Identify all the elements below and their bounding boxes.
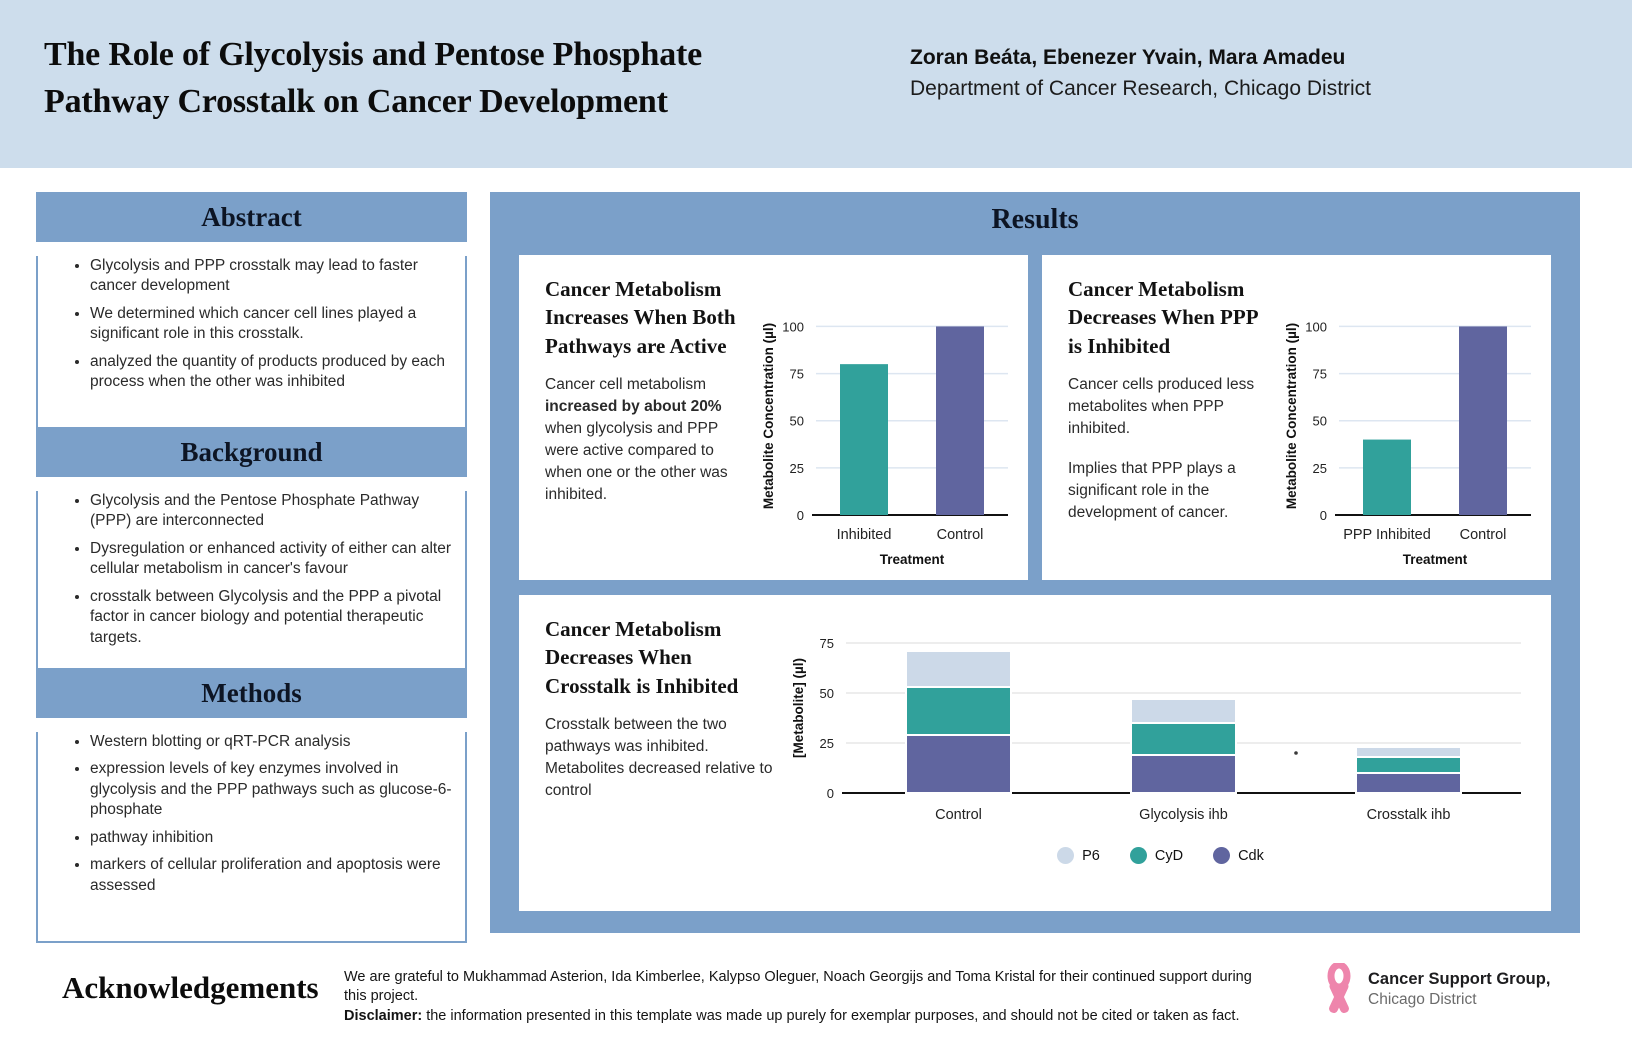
legend-item-cyd: CyD (1129, 847, 1184, 864)
bar-chart-both-pathways: 0 25 50 75 100 Inhibited Control Treatment Metab… (761, 319, 1008, 567)
svg-text:75: 75 (790, 367, 804, 382)
ack-line1: We are grateful to Mukhammad Asterion, I… (344, 969, 1252, 1005)
svg-text:Inhibited: Inhibited (837, 527, 892, 543)
bar-chart-ppp-inhibited: 0 25 50 75 100 PPP Inhibited Control Treatment M… (1284, 319, 1531, 567)
results-title: Results (991, 204, 1079, 235)
svg-text:75: 75 (1313, 367, 1327, 382)
authors: Zoran Beáta, Ebenezer Yvain, Mara Amadeu (910, 46, 1346, 69)
results-panel: Results Cancer Metabolism Increases When… (490, 192, 1580, 933)
card2-text-2: Implies that PPP plays a significant rol… (1068, 460, 1236, 522)
legend-label: Cdk (1238, 847, 1264, 864)
svg-text:0: 0 (827, 786, 834, 801)
bullet-item: expression levels of key enzymes involve… (90, 759, 465, 820)
section-abstract-title: Abstract (36, 192, 467, 242)
pink-ribbon-icon (1327, 963, 1351, 1013)
acknowledgements-title: Acknowledgements (62, 970, 319, 1005)
section-abstract-body: Glycolysis and PPP crosstalk may lead to… (36, 256, 467, 434)
svg-text:Treatment: Treatment (880, 552, 945, 567)
section-abstract: Abstract Glycolysis and PPP crosstalk ma… (36, 192, 467, 434)
bullet-item: Western blotting or qRT-PCR analysis (90, 732, 465, 752)
card2-title: Cancer Metabolism Decreases When PPP is … (1068, 277, 1258, 358)
background-list: Glycolysis and the Pentose Phosphate Pat… (38, 491, 465, 648)
section-background: Background Glycolysis and the Pentose Ph… (36, 427, 467, 684)
result-card-ppp-inhibited: Cancer Metabolism Decreases When PPP is … (1042, 255, 1551, 580)
svg-text:50: 50 (790, 414, 804, 429)
abstract-list: Glycolysis and PPP crosstalk may lead to… (38, 256, 465, 393)
bullet-item: We determined which cancer cell lines pl… (90, 304, 465, 345)
bullet-item: Glycolysis and the Pentose Phosphate Pat… (90, 491, 465, 532)
bullet-item: markers of cellular proliferation and ap… (90, 855, 465, 896)
legend-swatch (1057, 847, 1075, 864)
svg-text:100: 100 (782, 319, 804, 334)
legend-item-p6: P6 (1057, 847, 1100, 864)
logo-org-sub: Chicago District (1368, 990, 1477, 1008)
svg-text:Crosstalk ihb: Crosstalk ihb (1367, 807, 1451, 823)
svg-text:50: 50 (820, 686, 834, 701)
bullet-item: crosstalk between Glycolysis and the PPP… (90, 587, 465, 648)
result-card-crosstalk-inhibited: Cancer Metabolism Decreases When Crossta… (519, 595, 1551, 911)
affiliation: Department of Cancer Research, Chicago D… (910, 77, 1372, 100)
legend-swatch (1129, 847, 1147, 864)
byline: Zoran Beáta, Ebenezer Yvain, Mara Amadeu… (910, 46, 1371, 101)
svg-text:0: 0 (1320, 508, 1327, 523)
bullet-item: pathway inhibition (90, 828, 465, 848)
svg-text:0: 0 (797, 508, 804, 523)
card1-text-bold: increased by about 20% (545, 398, 722, 416)
svg-text:100: 100 (1305, 319, 1327, 334)
stacked-bar-chart-crosstalk: 0 25 50 75 Control Glycolysis ihb Crosstalk ih… (791, 636, 1521, 823)
svg-text:Control: Control (935, 807, 982, 823)
svg-text:Treatment: Treatment (1403, 552, 1468, 567)
ack-disclaimer-label: Disclaimer: (344, 1007, 423, 1024)
chart-legend: P6 CyD Cdk (780, 847, 1541, 864)
card3-title: Cancer Metabolism Decreases When Crossta… (545, 617, 739, 698)
svg-text:Metabolite Concentration (µl): Metabolite Concentration (µl) (1284, 323, 1299, 509)
legend-swatch (1213, 847, 1231, 864)
legend-item-cdk: Cdk (1213, 847, 1264, 864)
section-background-title: Background (36, 427, 467, 477)
section-methods-title: Methods (36, 668, 467, 718)
header-band: The Role of Glycolysis and Pentose Phosp… (0, 0, 1632, 168)
card1-text: Cancer cell metabolism increased by abou… (545, 374, 745, 506)
svg-text:75: 75 (820, 636, 834, 651)
bullet-item: Dysregulation or enhanced activity of ei… (90, 539, 465, 580)
card2-text-1: Cancer cells produced less metabolites w… (1068, 376, 1255, 438)
legend-label: CyD (1154, 847, 1184, 864)
svg-text:Glycolysis ihb: Glycolysis ihb (1139, 807, 1228, 823)
svg-text:25: 25 (790, 461, 804, 476)
card1-text-pre: Cancer cell metabolism (545, 376, 707, 394)
svg-text:25: 25 (820, 736, 834, 751)
svg-text:[Metabolite] (µl): [Metabolite] (µl) (791, 658, 806, 758)
svg-text:50: 50 (1313, 414, 1327, 429)
card1-title: Cancer Metabolism Increases When Both Pa… (545, 277, 736, 358)
card1-text-post: when glycolysis and PPP were active comp… (545, 420, 728, 504)
methods-list: Western blotting or qRT-PCR analysis expr… (38, 732, 465, 896)
bullet-item: analyzed the quantity of products produc… (90, 352, 465, 393)
svg-text:Control: Control (1460, 527, 1507, 543)
svg-text:PPP Inhibited: PPP Inhibited (1343, 527, 1431, 543)
legend-label: P6 (1082, 847, 1100, 864)
svg-text:Control: Control (937, 527, 984, 543)
ack-disclaimer-text: the information presented in this templa… (422, 1007, 1240, 1024)
section-background-body: Glycolysis and the Pentose Phosphate Pat… (36, 491, 467, 684)
svg-text:Metabolite Concentration (µl): Metabolite Concentration (µl) (761, 323, 776, 509)
svg-text:25: 25 (1313, 461, 1327, 476)
logo-org-name: Cancer Support Group, (1368, 969, 1551, 988)
card3-text: Crosstalk between the two pathways was i… (545, 716, 773, 800)
page-title: The Role of Glycolysis and Pentose Phosp… (44, 36, 703, 120)
acknowledgements-text: We are grateful to Mukhammad Asterion, I… (344, 968, 1264, 1026)
section-methods: Methods Western blotting or qRT-PCR anal… (36, 668, 467, 943)
result-card-both-pathways: Cancer Metabolism Increases When Both Pa… (519, 255, 1028, 580)
section-methods-body: Western blotting or qRT-PCR analysis expr… (36, 732, 467, 943)
org-logo: Cancer Support Group, Chicago District (1322, 963, 1550, 1015)
bullet-item: Glycolysis and PPP crosstalk may lead to… (90, 256, 465, 297)
